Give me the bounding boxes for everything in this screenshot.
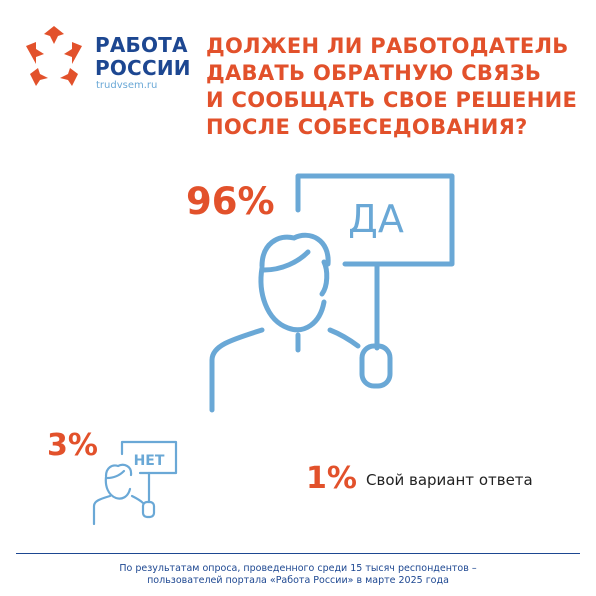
title-line-4: ПОСЛЕ СОБЕСЕДОВАНИЯ? (206, 115, 528, 139)
yes-percent-label: 96% (186, 180, 275, 223)
yes-sign-text: ДА (348, 197, 404, 241)
footnote: По результатам опроса, проведенного сред… (16, 563, 580, 587)
footer-divider (16, 553, 580, 554)
logo-url: trudvsem.ru (96, 80, 158, 91)
title-line-2: ДАВАТЬ ОБРАТНУЮ СВЯЗЬ (206, 61, 542, 85)
title-line-1: ДОЛЖЕН ЛИ РАБОТОДАТЕЛЬ (206, 34, 569, 58)
footnote-line-1: По результатам опроса, проведенного сред… (119, 563, 477, 574)
title-line-3: И СООБЩАТЬ СВОЕ РЕШЕНИЕ (206, 88, 578, 112)
chart-title: ДОЛЖЕН ЛИ РАБОТОДАТЕЛЬ ДАВАТЬ ОБРАТНУЮ С… (206, 33, 586, 141)
logo-line-2: РОССИИ (95, 56, 191, 80)
other-option-label: Свой вариант ответа (366, 471, 533, 489)
other-percent-label: 1% (306, 461, 357, 496)
logo-wordmark: РАБОТА РОССИИ (95, 34, 191, 80)
person-with-no-sign-icon: НЕТ (92, 440, 178, 525)
person-with-yes-sign-icon: ДА (209, 173, 455, 413)
no-sign-text: НЕТ (134, 453, 165, 469)
no-percent-label: 3% (47, 428, 98, 463)
footnote-line-2: пользователей портала «Работа России» в … (147, 575, 449, 586)
logo-line-1: РАБОТА (95, 33, 188, 57)
logo-arrows-icon (26, 26, 82, 86)
